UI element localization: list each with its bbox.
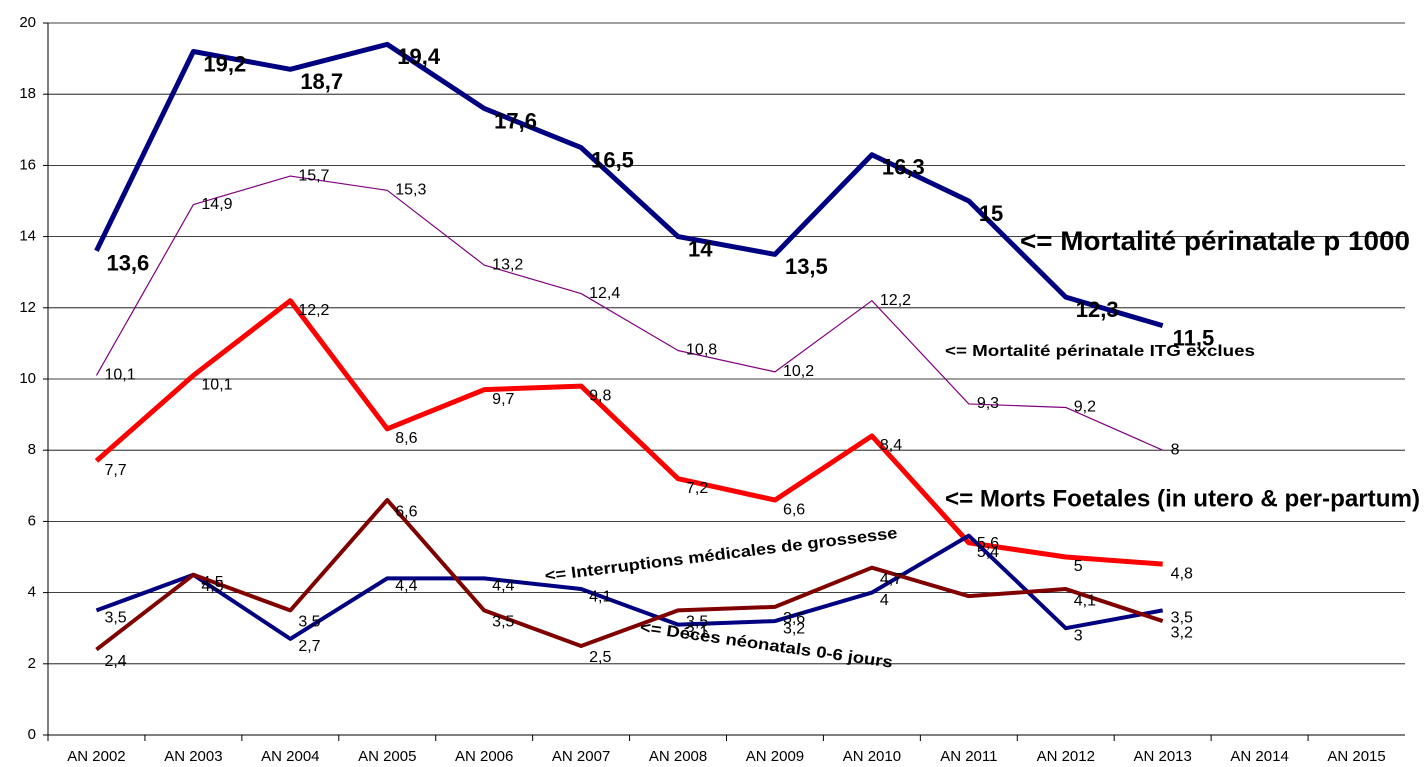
- series-line: [95, 498, 1164, 652]
- data-label: 2,4: [104, 653, 126, 670]
- data-label: 3: [1074, 627, 1083, 644]
- data-label: 9,3: [977, 395, 999, 412]
- data-label: 12,3: [1076, 297, 1119, 322]
- x-tick-label: AN 2007: [552, 748, 610, 765]
- data-label: 14: [688, 236, 713, 261]
- data-label: 13,6: [106, 251, 149, 276]
- data-label: 3,5: [492, 614, 514, 631]
- data-label: 19,2: [203, 51, 246, 76]
- x-tick-label: AN 2005: [358, 748, 416, 765]
- data-label: 9,2: [1074, 399, 1096, 416]
- data-label: 11,5: [1173, 325, 1215, 350]
- data-label: 17,6: [494, 108, 537, 133]
- data-label: 7,7: [104, 462, 126, 479]
- data-label: 15,7: [298, 167, 329, 184]
- y-tick-label: 14: [19, 228, 36, 245]
- data-label: 3,5: [686, 614, 708, 631]
- data-label: 9,7: [492, 391, 514, 408]
- x-tick-label: AN 2006: [455, 748, 513, 765]
- data-label: 3,5: [1171, 610, 1193, 627]
- y-tick-label: 2: [28, 655, 36, 672]
- data-label: 16,5: [591, 147, 634, 172]
- series-line: [95, 533, 1164, 641]
- x-tick-label: AN 2008: [649, 748, 707, 765]
- data-label: 8,4: [880, 437, 902, 454]
- x-tick-label: AN 2009: [746, 748, 804, 765]
- data-label: 8,6: [395, 430, 417, 447]
- y-tick-label: 20: [19, 14, 36, 31]
- data-label: 15: [979, 201, 1003, 226]
- data-label: 2,5: [589, 649, 611, 666]
- data-label: 4,7: [880, 571, 902, 588]
- data-label: 3,2: [783, 620, 805, 637]
- data-label: 10,1: [201, 377, 232, 394]
- data-label: 6,6: [783, 501, 805, 518]
- data-label: 4,1: [1074, 592, 1096, 609]
- x-tick-label: AN 2002: [67, 748, 125, 765]
- data-label: 7,2: [686, 480, 708, 497]
- data-label: 19,4: [397, 44, 441, 69]
- series-line: [95, 175, 1163, 451]
- series-annotation: <= Interruptions médicales de grossesse: [544, 525, 899, 585]
- y-tick-label: 12: [19, 299, 36, 316]
- x-tick-label: AN 2014: [1230, 748, 1288, 765]
- y-tick-label: 0: [28, 726, 36, 743]
- series-annotation: <= Morts Foetales (in utero & per-partum…: [945, 485, 1420, 512]
- data-label: 4,1: [589, 588, 611, 605]
- data-label: 5,6: [977, 535, 999, 552]
- data-label: 10,1: [104, 367, 135, 384]
- series-annotation: <= Mortalité périnatale p 1000: [1020, 226, 1410, 256]
- x-tick-label: AN 2004: [261, 748, 319, 765]
- x-tick-label: AN 2010: [843, 748, 901, 765]
- data-label: 3,5: [298, 614, 320, 631]
- x-tick-label: AN 2013: [1133, 748, 1191, 765]
- data-label: 3,5: [104, 610, 126, 627]
- data-label: 3,2: [1171, 624, 1193, 641]
- data-label: 16,3: [882, 155, 925, 180]
- data-label: 5: [1074, 558, 1083, 575]
- y-tick-label: 8: [28, 441, 36, 458]
- data-label: 4,5: [201, 578, 223, 595]
- data-label: 6,6: [395, 503, 417, 520]
- data-label: 15,3: [395, 182, 426, 199]
- data-label: 10,2: [783, 363, 814, 380]
- data-label: 13,2: [492, 256, 523, 273]
- y-tick-label: 10: [19, 370, 36, 387]
- data-label: 4,4: [395, 578, 417, 595]
- data-label: 9,8: [589, 387, 611, 404]
- data-label: 14,9: [201, 196, 232, 213]
- series-line: [94, 298, 1163, 567]
- data-label: 10,8: [686, 342, 717, 359]
- data-label: 4,8: [1171, 565, 1193, 582]
- data-label: 18,7: [300, 69, 343, 94]
- y-tick-label: 16: [19, 156, 36, 173]
- y-tick-label: 4: [28, 584, 36, 601]
- data-label: 3,1: [686, 624, 708, 641]
- data-label: 8: [1171, 441, 1180, 458]
- y-tick-label: 6: [28, 512, 36, 529]
- x-tick-label: AN 2015: [1327, 748, 1385, 765]
- series-line: [94, 41, 1164, 328]
- data-label: 12,2: [880, 292, 911, 309]
- data-label: 2,7: [298, 638, 320, 655]
- y-tick-label: 18: [19, 85, 36, 102]
- x-tick-label: AN 2011: [940, 748, 997, 765]
- data-label: 4,4: [492, 578, 514, 595]
- data-label: 3,6: [783, 610, 805, 627]
- data-label: 12,4: [589, 285, 620, 302]
- data-label: 12,2: [298, 302, 329, 319]
- series-annotation: <= Mortalité périnatale ITG exclues: [945, 343, 1255, 360]
- x-tick-label: AN 2003: [164, 748, 222, 765]
- x-tick-label: AN 2012: [1037, 748, 1095, 765]
- data-label: 4: [880, 592, 889, 609]
- data-label: 13,5: [785, 254, 828, 279]
